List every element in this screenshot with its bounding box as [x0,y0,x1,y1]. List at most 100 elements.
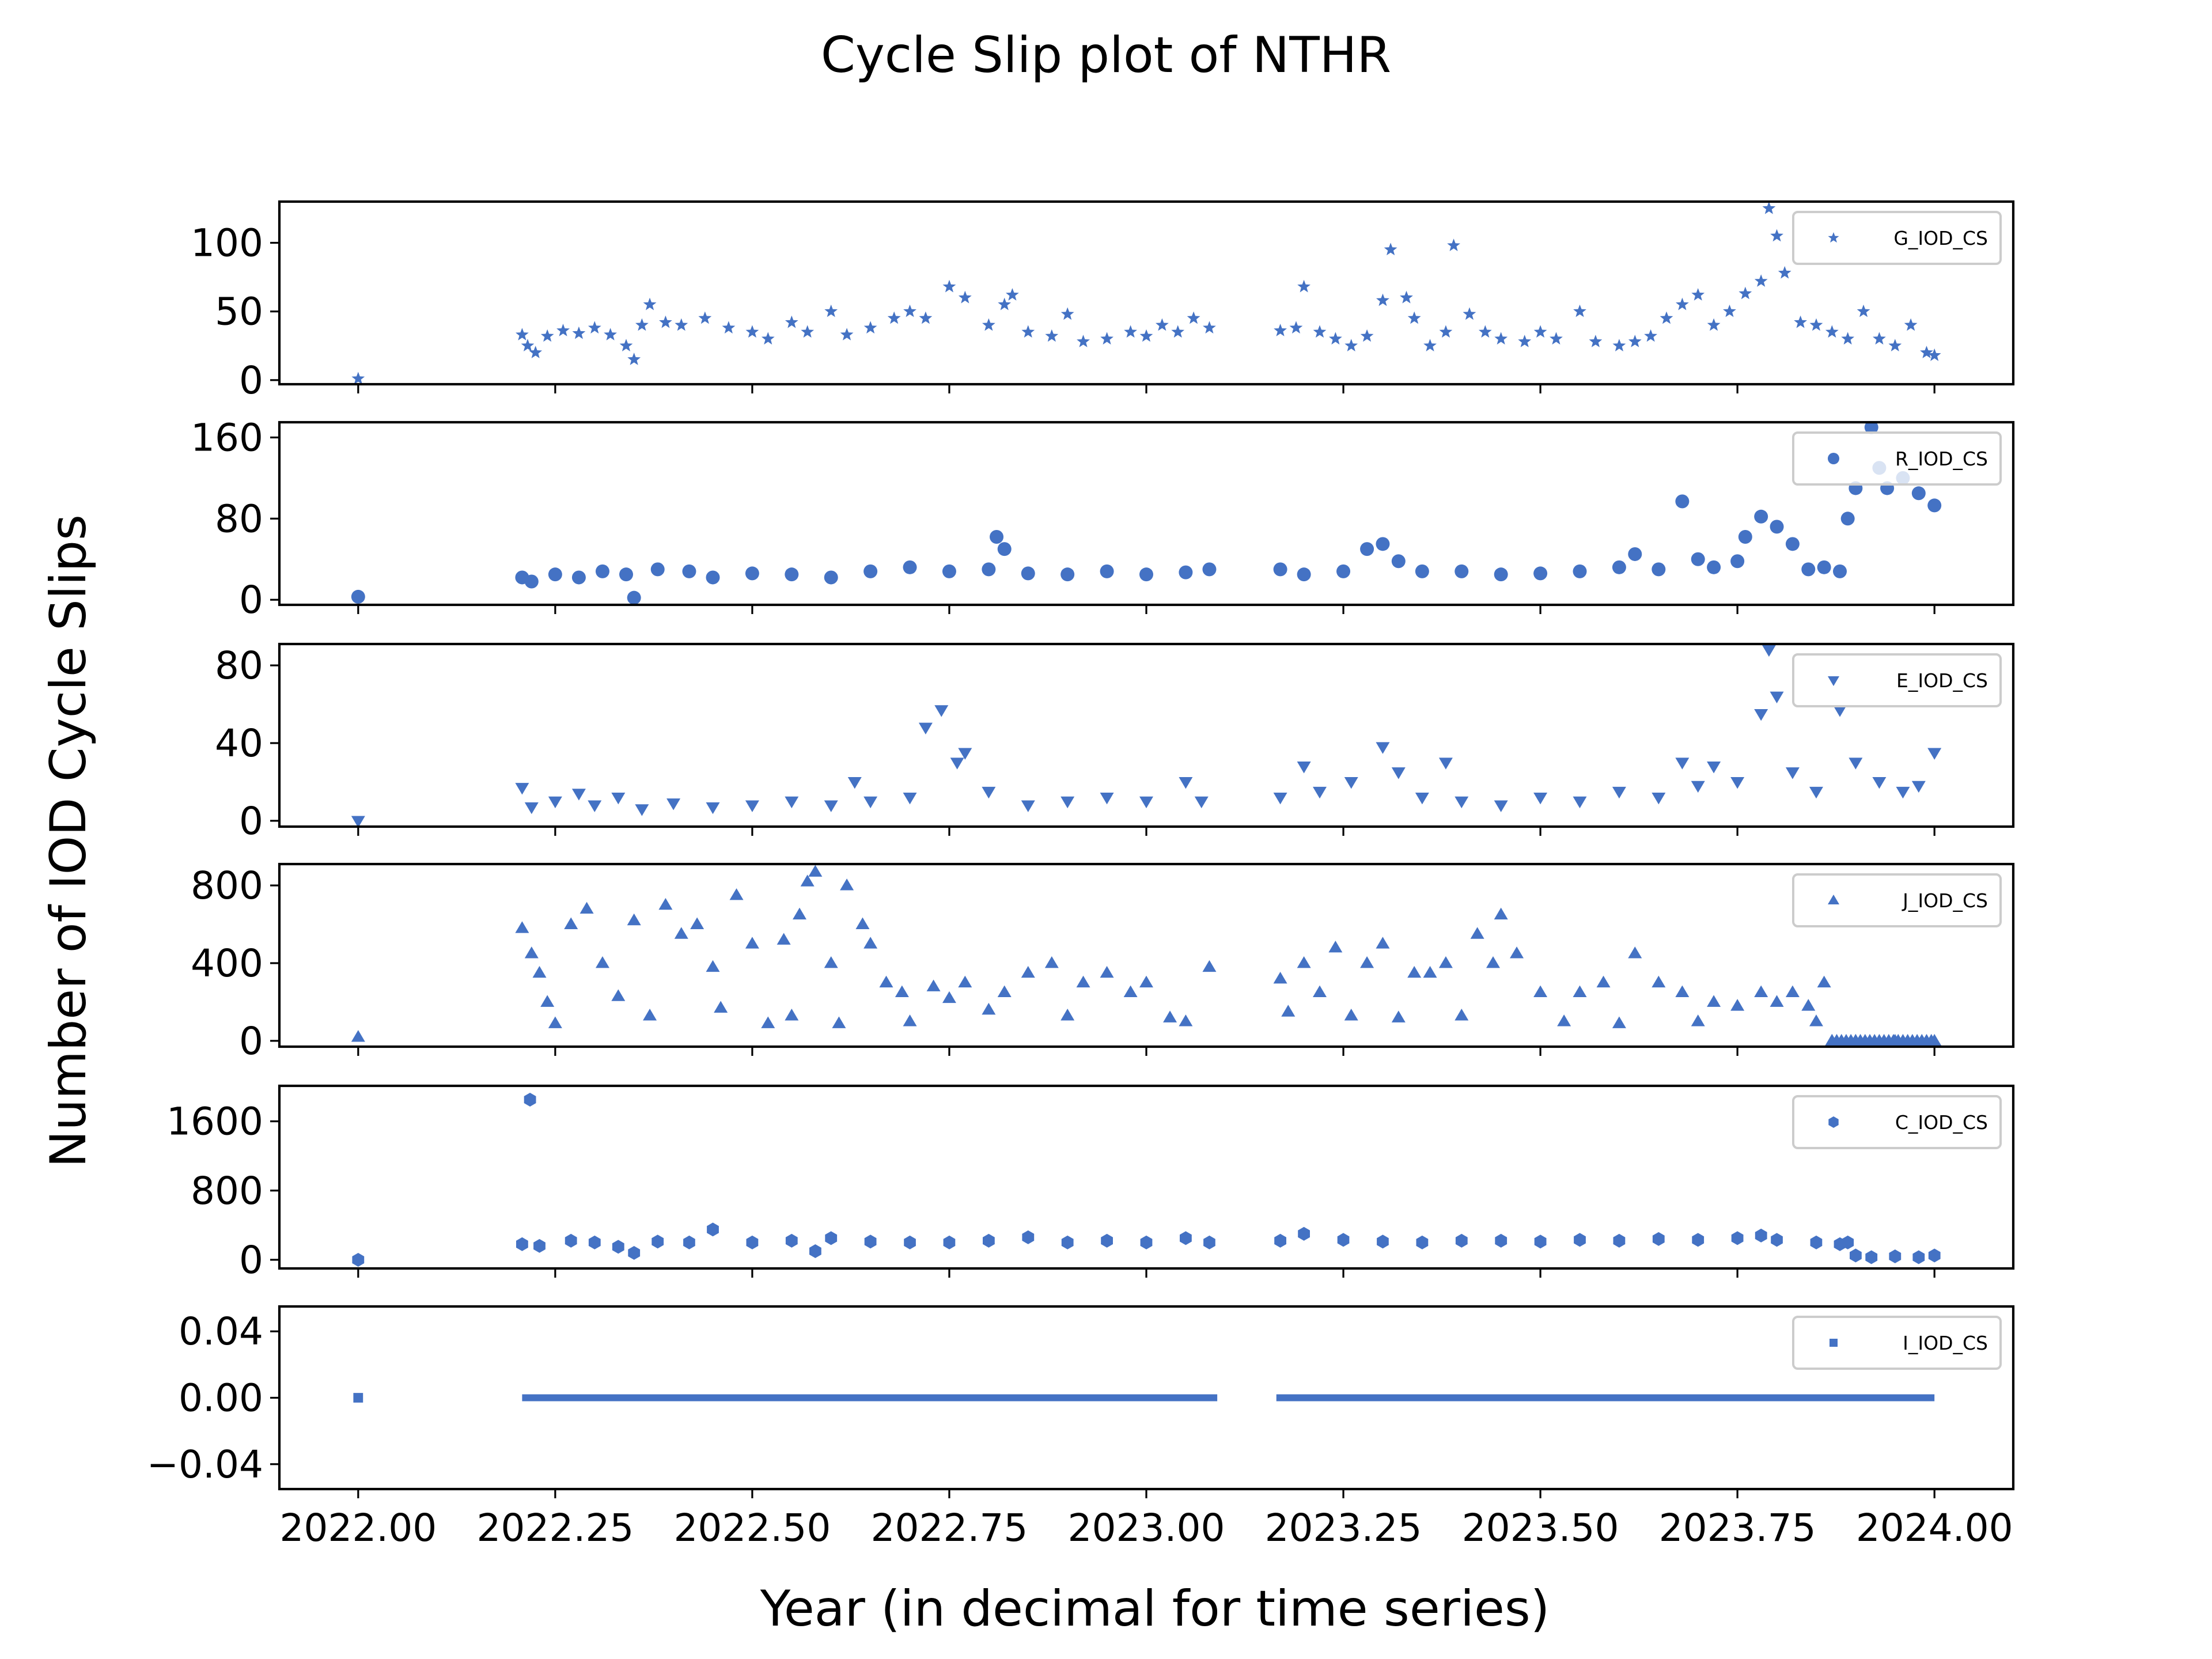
legend: I_IOD_CS [1792,1316,2002,1370]
data-point [1021,800,1035,812]
data-point [1486,956,1500,968]
data-point [785,796,799,809]
data-point [1400,290,1413,304]
data-point [785,1009,799,1021]
legend: E_IOD_CS [1792,653,2002,707]
data-point [1415,793,1429,805]
data-point [926,979,941,991]
data-point [1416,1235,1429,1249]
data-point [847,777,862,789]
data-point [1675,757,1690,770]
data-point [1022,1230,1035,1244]
data-point [982,1002,996,1015]
data-point [1077,335,1090,347]
data-point [353,1393,363,1403]
data-point [1912,1250,1925,1264]
data-point [1139,975,1153,988]
data-point [1273,793,1287,805]
data-point [683,1235,695,1249]
y-tick-label: 80 [215,643,263,688]
subplot-j-iod-cs: 0 400 800 J_IOD_CS [191,862,2015,1063]
data-point [1100,965,1114,978]
data-point [1194,796,1209,809]
legend: G_IOD_CS [1792,211,2002,265]
data-point [643,1009,657,1021]
legend-label: J_IOD_CS [1902,889,1988,912]
data-point [1762,202,1776,214]
subplot-r-iod-cs: 0 80 160 R_IOD_CS [191,415,2015,622]
data-point [1833,564,1847,578]
data-point [1140,1235,1153,1249]
data-point [1273,971,1287,984]
data-point [1179,565,1193,579]
data-point [895,985,909,997]
data-point [1707,318,1721,331]
data-point [516,1237,528,1251]
data-point [1533,793,1548,805]
data-point [1801,562,1816,577]
data-point [1889,1249,1902,1263]
data-point [611,989,626,1001]
data-point [1377,1234,1389,1249]
data-point [997,542,1012,556]
data-point [801,325,815,338]
y-tick-label: 100 [191,221,263,266]
data-point [1644,329,1657,342]
data-point [1873,332,1886,345]
data-point [1573,304,1586,317]
data-point [1156,318,1169,331]
data-point [840,878,854,891]
data-point [1573,796,1587,809]
data-point [579,902,594,914]
data-point [650,562,665,577]
y-tick-label: −0.04 [147,1442,263,1487]
data-point [1738,530,1752,544]
y-axis-title: Number of IOD Cycle Slips [40,514,97,1168]
data-point [919,311,933,324]
data-point [351,1030,365,1042]
data-point [1273,562,1287,577]
data-point [1313,325,1327,338]
data-point [540,329,554,342]
data-point [1613,1233,1626,1248]
data-point [1274,1233,1286,1248]
data-point [572,326,586,339]
data-point [588,1235,601,1249]
legend-label: G_IOD_CS [1893,227,1988,249]
data-point [1044,956,1059,968]
data-point [1770,520,1784,534]
data-point [1817,975,1831,988]
data-point [722,321,736,334]
data-point [1139,329,1153,342]
data-point [611,793,626,805]
subplot-i-iod-cs: 0.04 0.00 −0.04 2022.00 2022.25 2022.50 2022.7… [147,1305,2015,1550]
data-point [1754,274,1768,287]
data-point [1045,329,1059,342]
data-point [1911,781,1926,793]
y-tick-label: 160 [191,415,263,460]
data-point [1911,486,1926,501]
data-point [604,328,617,340]
data-point [1328,941,1343,953]
data-point [777,933,791,945]
data-point [1533,985,1548,997]
data-point [698,311,712,324]
data-point [556,324,570,336]
y-tick-label: 800 [191,1169,263,1213]
data-point [1202,562,1217,577]
data-point [1360,329,1374,342]
data-point [1344,339,1358,351]
y-tick-label: 800 [191,863,263,908]
data-point [1794,315,1807,328]
data-point [1533,325,1547,338]
data-point [588,321,601,334]
data-point [1423,965,1437,978]
y-tick-label: 1600 [166,1100,263,1144]
data-point [690,917,704,929]
data-point [1534,1234,1547,1249]
y-tick-label: 0.04 [179,1309,263,1354]
data-point [1652,1232,1665,1246]
legend-label: I_IOD_CS [1903,1332,1988,1354]
data-point [1842,1235,1854,1249]
data-point [1123,985,1138,997]
